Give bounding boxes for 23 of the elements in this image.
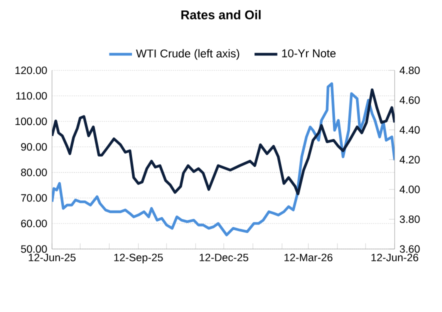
y2-tick-label: 4.20 — [400, 156, 420, 164]
y2-tick-label: 4.80 — [400, 66, 420, 74]
x-tick-label: 12-Dec-25 — [200, 254, 248, 262]
legend-label: 10-Yr Note — [282, 49, 336, 58]
y-tick-label: 110.00 — [16, 92, 47, 100]
y-tick-label: 80.00 — [21, 168, 47, 176]
y-tick-label: 100.00 — [15, 118, 47, 126]
x-tick-label: 12-Jun-26 — [371, 254, 418, 262]
y-tick-label: 70.00 — [21, 194, 47, 202]
y2-tick-label: 3.60 — [400, 245, 420, 253]
y2-tick-label: 4.00 — [400, 186, 420, 194]
x-tick-label: 12-Mar-26 — [284, 254, 332, 262]
chart-title: Rates and Oil — [181, 10, 261, 20]
y-tick-label: 90.00 — [21, 143, 47, 151]
y-tick-label: 50.00 — [21, 245, 47, 253]
x-tick-label: 12-Sep-25 — [114, 254, 163, 264]
y2-tick-label: 3.80 — [400, 215, 420, 223]
x-tick-label: 12-Jun-25 — [28, 254, 76, 262]
y-tick-label: 60.00 — [21, 220, 47, 228]
legend-label: WTI Crude (left axis) — [136, 49, 240, 60]
y2-tick-label: 4.40 — [400, 126, 420, 134]
y-tick-label: 120.00 — [15, 66, 47, 74]
y2-tick-label: 4.60 — [400, 96, 420, 104]
